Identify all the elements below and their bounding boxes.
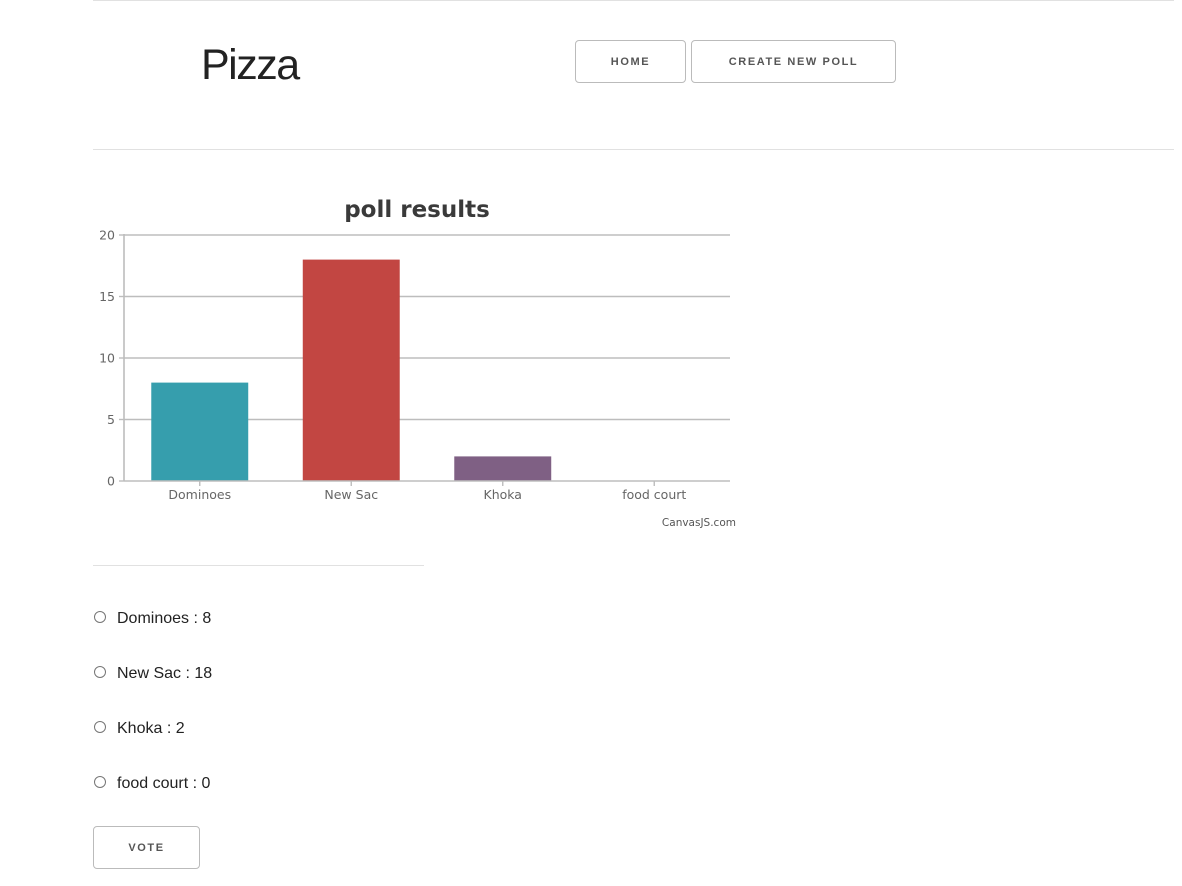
option-radio[interactable]	[94, 721, 106, 733]
option-label: Dominoes : 8	[117, 610, 212, 627]
option-label: Khoka : 2	[117, 720, 185, 737]
y-tick-label: 0	[107, 474, 115, 489]
x-tick-label: Dominoes	[168, 487, 231, 502]
option-label: New Sac : 18	[117, 665, 213, 682]
x-tick-label: Khoka	[484, 487, 522, 502]
y-tick-label: 15	[99, 289, 115, 304]
option-radio[interactable]	[94, 611, 106, 623]
y-tick-label: 5	[107, 412, 115, 427]
bar-dominoes[interactable]	[151, 382, 249, 481]
bar-new-sac[interactable]	[302, 259, 400, 481]
poll-title: Pizza	[201, 41, 300, 89]
create-new-poll-button[interactable]: CREATE NEW POLL	[691, 40, 896, 83]
y-tick-label: 20	[99, 228, 115, 243]
bar-khoka[interactable]	[454, 456, 552, 481]
y-tick-label: 10	[99, 351, 115, 366]
option-food-court[interactable]: food court : 0	[93, 774, 210, 794]
option-label: food court : 0	[117, 775, 211, 792]
poll-results-chart: 0 5 10 15 20 Dominoes New Sac Khoka food court p…	[99, 197, 736, 529]
header-divider	[93, 149, 1174, 150]
x-tick-label: food court	[622, 487, 686, 502]
vote-button[interactable]: VOTE	[93, 826, 200, 869]
chart-credit-link[interactable]: CanvasJS.com	[662, 517, 736, 529]
option-radio[interactable]	[94, 776, 106, 788]
option-khoka[interactable]: Khoka : 2	[93, 719, 185, 739]
chart-title: poll results	[344, 197, 490, 223]
top-divider	[93, 0, 1174, 1]
option-new-sac[interactable]: New Sac : 18	[93, 664, 212, 684]
option-dominoes[interactable]: Dominoes : 8	[93, 609, 211, 629]
chart-divider	[93, 565, 424, 566]
home-button[interactable]: HOME	[575, 40, 686, 83]
option-radio[interactable]	[94, 666, 106, 678]
x-tick-label: New Sac	[324, 487, 378, 502]
